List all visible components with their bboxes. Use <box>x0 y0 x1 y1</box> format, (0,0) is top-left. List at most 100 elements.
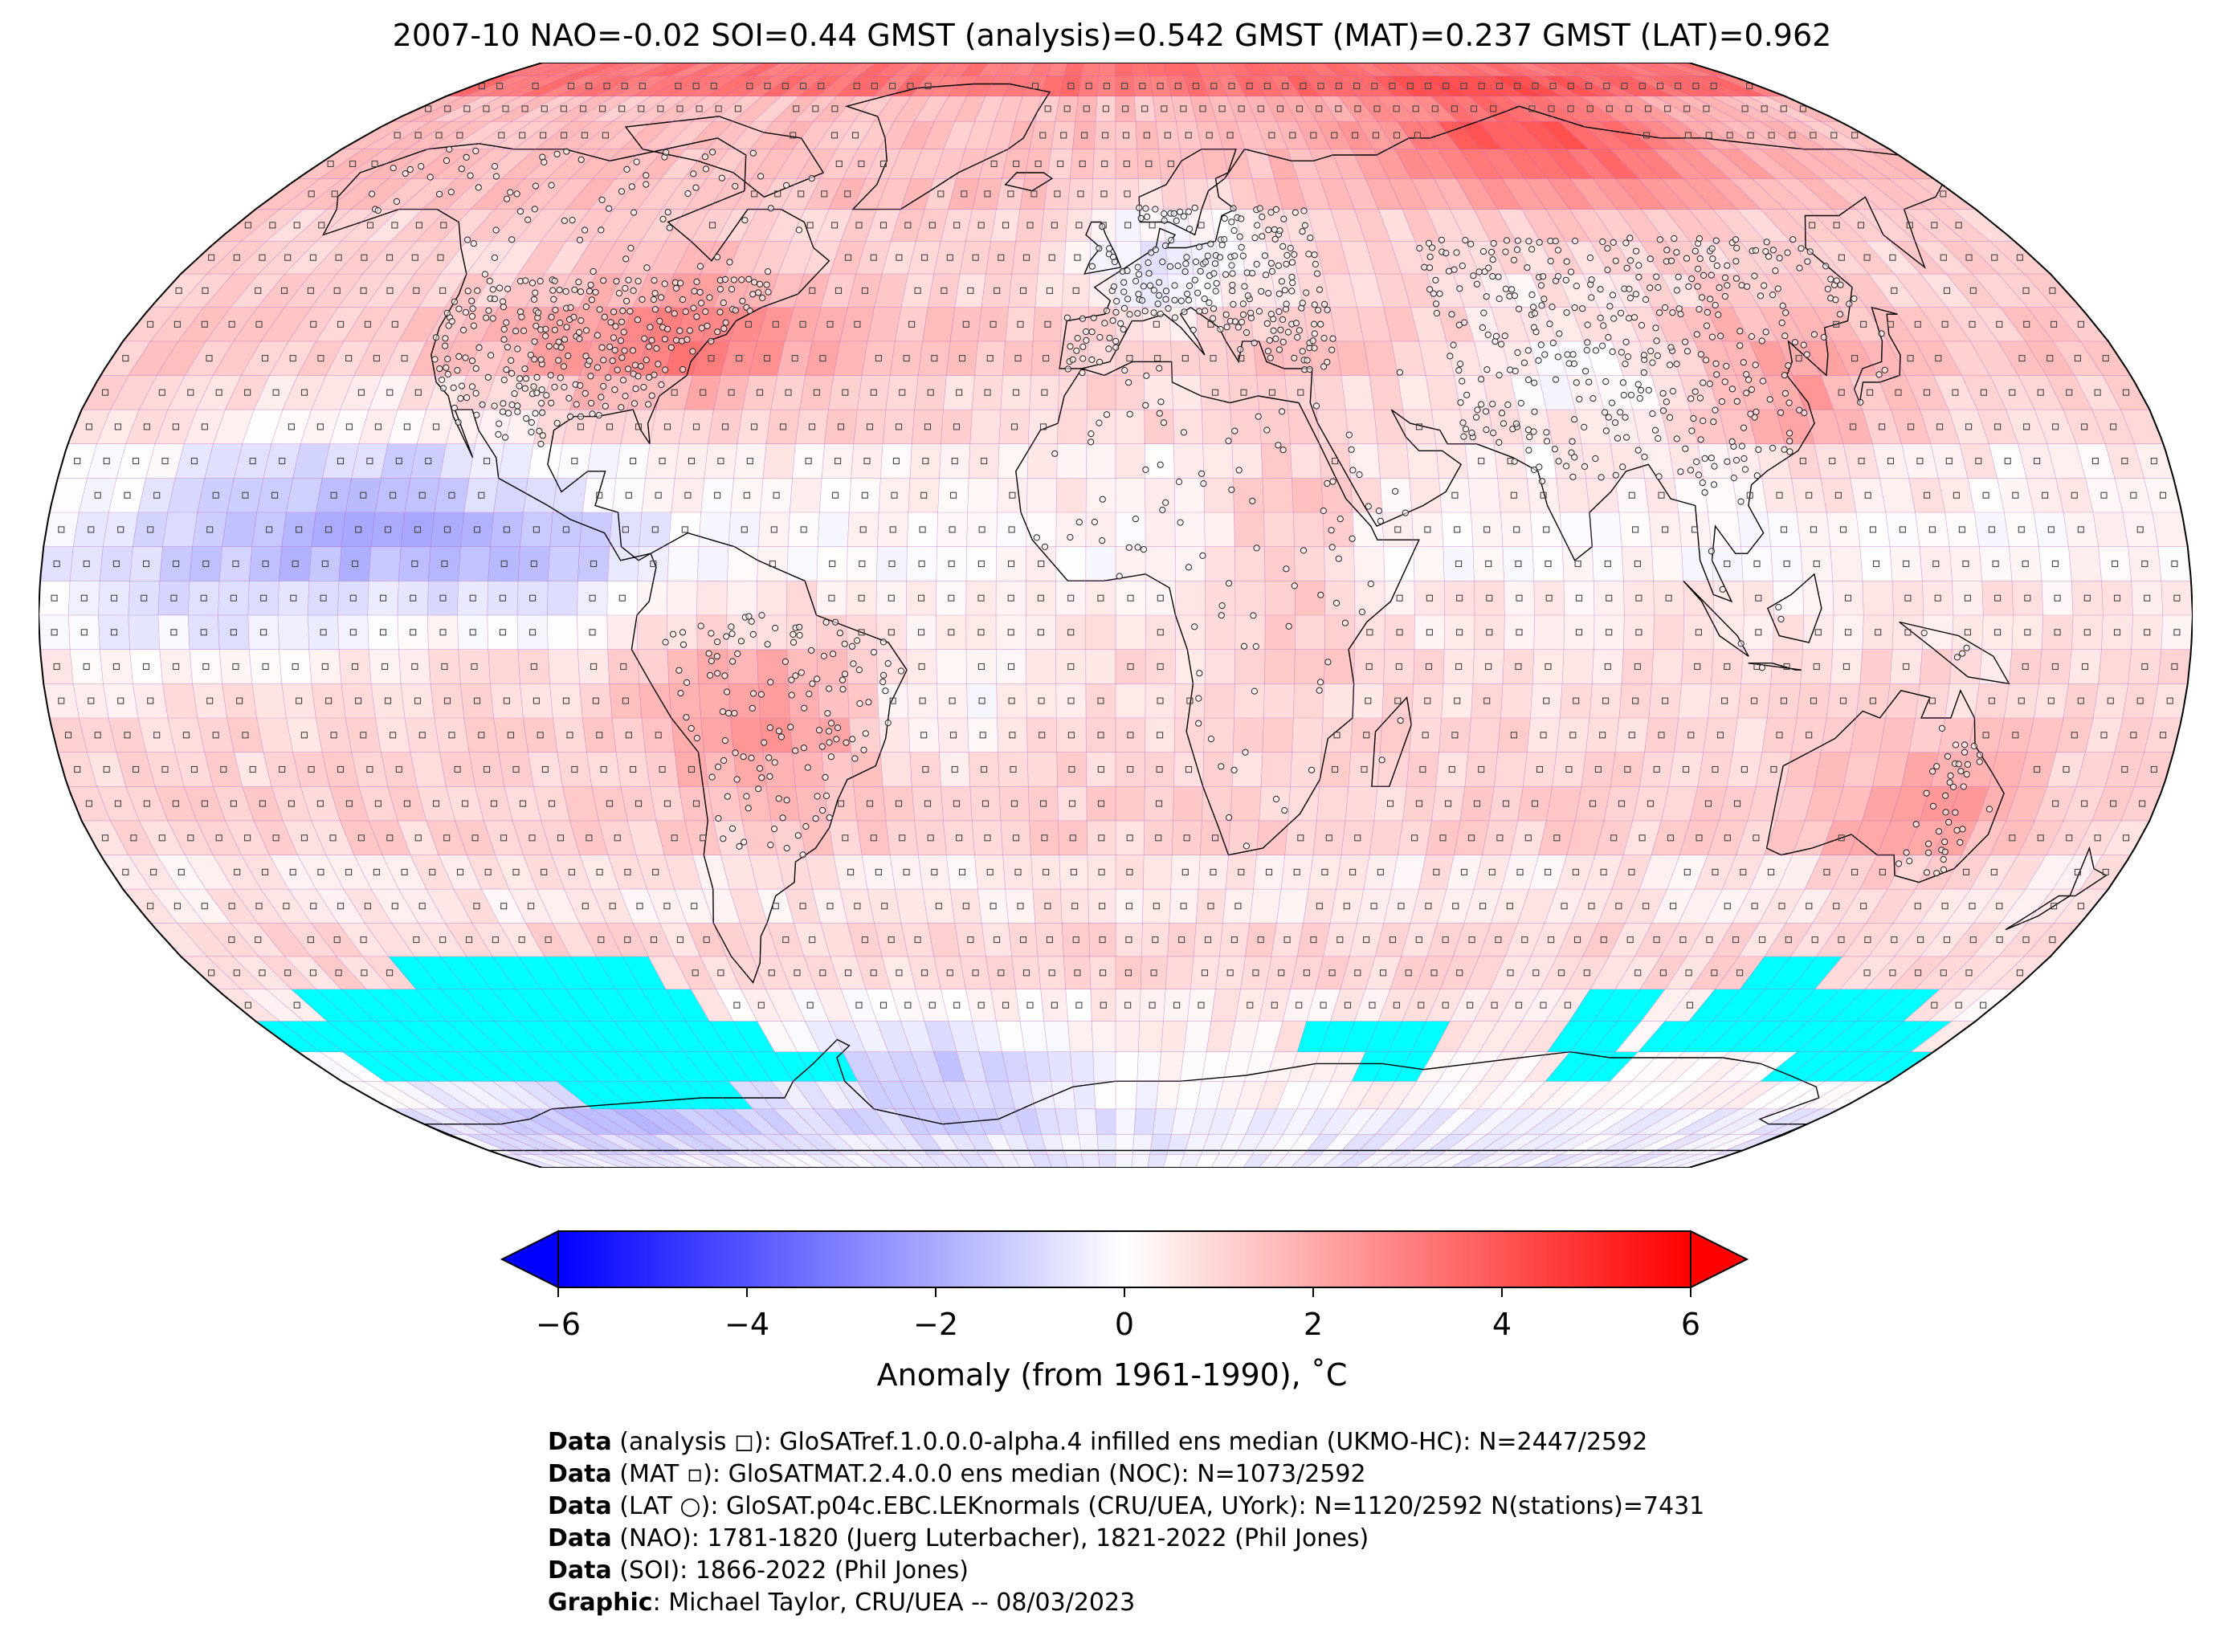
station-marker <box>1762 328 1769 336</box>
station-marker <box>552 307 559 314</box>
anomaly-cell <box>187 580 220 616</box>
station-marker <box>1316 286 1324 293</box>
station-marker <box>1786 438 1793 445</box>
station-marker <box>1710 418 1717 426</box>
station-marker <box>462 354 469 361</box>
station-marker <box>1659 390 1667 397</box>
anomaly-cell <box>1173 409 1204 445</box>
anomaly-cell <box>1132 1134 1153 1155</box>
station-marker <box>1144 213 1151 220</box>
station-marker <box>556 287 563 294</box>
anomaly-cell <box>1232 478 1264 513</box>
station-marker <box>1511 458 1518 465</box>
anomaly-cell <box>941 785 973 822</box>
station-marker <box>1502 248 1509 255</box>
anomaly-cell <box>488 649 520 684</box>
station-marker <box>555 338 562 345</box>
anomaly-cell <box>1532 546 1565 581</box>
station-marker <box>1117 320 1124 327</box>
anomaly-cell <box>337 580 369 616</box>
station-marker <box>1602 427 1610 434</box>
anomaly-cell <box>847 683 879 719</box>
anomaly-cell <box>937 683 968 719</box>
station-marker <box>1278 278 1286 285</box>
station-marker <box>1779 302 1786 309</box>
station-marker <box>1520 359 1528 366</box>
station-marker <box>1145 270 1153 277</box>
anomaly-cell <box>878 717 911 753</box>
anomaly-cell <box>997 717 1028 753</box>
anomaly-cell <box>523 717 558 753</box>
anomaly-cell <box>98 580 130 616</box>
station-marker <box>1328 346 1336 353</box>
anomaly-cell <box>856 820 891 855</box>
station-marker <box>721 672 728 679</box>
station-marker <box>1551 446 1559 453</box>
station-marker <box>1623 264 1630 271</box>
station-marker <box>1638 321 1646 329</box>
anomaly-cell <box>1474 580 1505 616</box>
anomaly-cell <box>1438 717 1471 753</box>
station-marker <box>1467 240 1475 247</box>
station-marker <box>1687 467 1695 474</box>
station-marker <box>496 420 503 427</box>
anomaly-cell <box>222 683 257 719</box>
anomaly-cell <box>1234 649 1266 684</box>
station-marker <box>1510 256 1518 263</box>
anomaly-cell <box>517 649 550 684</box>
station-marker <box>1592 347 1600 354</box>
anomaly-cell <box>1915 512 1950 548</box>
anomaly-cell <box>1610 752 1645 787</box>
anomaly-cell <box>847 512 879 548</box>
station-marker <box>522 375 530 382</box>
anomaly-cell <box>1199 820 1231 855</box>
anomaly-cell <box>728 512 761 548</box>
anomaly-cell <box>1891 580 1924 616</box>
station-marker <box>1291 354 1298 361</box>
station-marker <box>1262 271 1270 279</box>
anomaly-cell <box>1202 443 1234 479</box>
anomaly-cell <box>1092 1051 1116 1082</box>
anomaly-cell <box>1563 580 1595 616</box>
station-marker <box>1088 328 1096 336</box>
station-marker <box>587 373 594 380</box>
station-marker <box>1622 361 1629 368</box>
station-marker <box>1064 365 1071 373</box>
anomaly-cell <box>911 409 944 445</box>
station-marker <box>1501 332 1508 340</box>
anomaly-cell <box>1383 649 1415 684</box>
station-marker <box>1704 308 1711 316</box>
anomaly-cell <box>189 546 222 581</box>
anomaly-cell <box>1136 1051 1161 1082</box>
station-marker <box>755 785 762 793</box>
station-marker <box>479 401 486 408</box>
station-marker <box>653 345 660 352</box>
station-marker <box>1146 282 1154 289</box>
station-marker <box>1525 447 1532 454</box>
anomaly-cell <box>1618 512 1652 548</box>
station-marker <box>508 357 515 364</box>
anomaly-cell <box>817 512 850 548</box>
anomaly-cell <box>727 649 759 684</box>
station-marker <box>1251 235 1259 242</box>
anomaly-cell <box>1316 409 1349 445</box>
station-marker <box>1099 223 1106 230</box>
station-marker <box>1496 438 1503 446</box>
anomaly-cell <box>1086 820 1116 855</box>
anomaly-cell <box>2063 512 2099 548</box>
anomaly-cell <box>102 512 139 548</box>
station-marker <box>1713 262 1720 269</box>
station-marker <box>1251 339 1258 347</box>
station-marker <box>1740 424 1748 431</box>
anomaly-cell <box>674 443 708 479</box>
anomaly-cell <box>458 546 491 581</box>
station-marker <box>759 294 766 301</box>
station-marker <box>1569 473 1577 480</box>
station-marker <box>705 650 712 657</box>
station-marker <box>1456 285 1463 292</box>
station-marker <box>715 814 722 822</box>
anomaly-cell <box>1203 717 1234 753</box>
station-marker <box>723 633 730 640</box>
station-marker <box>630 287 637 294</box>
anomaly-cell <box>1139 989 1166 1022</box>
